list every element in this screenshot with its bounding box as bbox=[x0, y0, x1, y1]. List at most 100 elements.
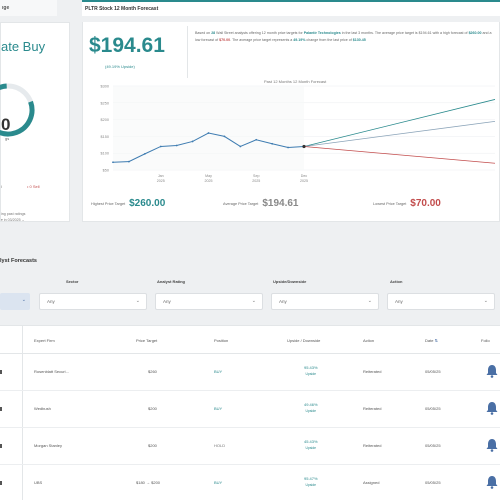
x-tick-label: Sep bbox=[253, 174, 259, 178]
history-point bbox=[255, 138, 258, 141]
cell-date: 05/05/25 bbox=[425, 406, 441, 411]
table-row[interactable]: Rosenblatt Securi... $260 BUY 95.43% Upsi… bbox=[0, 354, 500, 391]
upside-label: Upside bbox=[305, 409, 317, 413]
upside-select[interactable]: Any ⌄ bbox=[271, 293, 379, 310]
cell-upside: 95.43% Upside bbox=[304, 364, 318, 378]
price-upside: (49.19% Upside) bbox=[105, 64, 135, 69]
cell-firm[interactable]: Rosenblatt Securi... bbox=[34, 369, 69, 374]
table-row[interactable]: UBS $180 → $200 BUY 95.47% Upside Assigne… bbox=[0, 465, 500, 500]
bell-icon[interactable] bbox=[486, 438, 498, 452]
summary-text: Based on bbox=[195, 31, 212, 35]
x-tick-year: 2025 bbox=[205, 179, 213, 183]
cell-position: BUY bbox=[214, 480, 223, 485]
cell-target: $200 bbox=[148, 406, 157, 411]
consensus-gauge bbox=[0, 83, 35, 137]
history-point bbox=[191, 140, 194, 143]
y-tick-label: $100 bbox=[101, 152, 109, 156]
summary-count: 28 bbox=[211, 31, 216, 35]
sector-select-value: Any bbox=[47, 299, 55, 304]
cell-upside: 95.47% Upside bbox=[304, 475, 318, 489]
summary-company[interactable]: Palantir Technologies bbox=[303, 31, 341, 35]
cell-target: $260 bbox=[148, 369, 157, 374]
cell-firm[interactable]: UBS bbox=[34, 480, 43, 485]
bell-icon[interactable] bbox=[486, 401, 498, 415]
col-header-position[interactable]: Position bbox=[214, 338, 229, 343]
price-forecast-chart: $300$250$200$150$100$50 Jan2025May2025Se… bbox=[101, 79, 496, 183]
summary-text: and a low forecast of bbox=[195, 31, 492, 42]
history-point bbox=[223, 135, 226, 138]
chevron-down-icon: ⌄ bbox=[21, 297, 26, 303]
highest-price-target: Highest Price Target $260.00 bbox=[91, 192, 165, 216]
cell-target: $180 → $200 bbox=[136, 480, 161, 485]
column-divider bbox=[22, 326, 23, 500]
cell-firm[interactable]: Morgan Stanley bbox=[34, 443, 63, 448]
col-header-upside[interactable]: Upside / Downside bbox=[287, 338, 321, 343]
cell-action: Reiterated bbox=[363, 369, 382, 374]
history-point bbox=[239, 145, 242, 148]
history-point bbox=[159, 145, 162, 148]
table-row[interactable]: Morgan Stanley $200 HOLD 45.43% Upside Re… bbox=[0, 428, 500, 465]
rating-note-date: in 03/2025 bbox=[3, 218, 21, 222]
cell-date: 05/05/25 bbox=[425, 443, 441, 448]
history-point bbox=[175, 144, 178, 147]
history-point bbox=[271, 142, 274, 145]
bell-icon[interactable] bbox=[486, 475, 498, 489]
history-point bbox=[287, 146, 289, 149]
summary-text: change from the last price of bbox=[305, 38, 353, 42]
summary-text: Wall Street analysts offering 12 month p… bbox=[215, 31, 304, 35]
filter-label-upside: Upside/Downside bbox=[273, 279, 307, 284]
section-title: lyst Forecasts bbox=[0, 258, 37, 264]
tab-left[interactable]: ıge bbox=[0, 0, 57, 16]
upside-label: Upside bbox=[305, 483, 317, 487]
lowest-target-label: Lowest Price Target bbox=[373, 202, 407, 206]
action-select-value: Any bbox=[395, 299, 403, 304]
consensus-rating-title: ate Buy bbox=[1, 39, 46, 54]
col-header-action[interactable]: Action bbox=[363, 338, 375, 343]
cell-position: BUY bbox=[214, 369, 223, 374]
rating-note-line2: ▾ in 03/2025 ⌄ bbox=[1, 218, 25, 222]
col-header-date[interactable]: Date ⇅ bbox=[425, 338, 438, 343]
summary-low: $70.00 bbox=[219, 38, 231, 42]
hold-count: l bbox=[1, 184, 2, 189]
divider bbox=[187, 26, 188, 78]
upside-value: 95.47% bbox=[304, 476, 318, 481]
action-select[interactable]: Any ⌄ bbox=[387, 293, 495, 310]
y-tick-label: $200 bbox=[101, 118, 109, 122]
bell-icon[interactable] bbox=[486, 364, 498, 378]
table-row[interactable]: Wedbush $200 BUY 49.46% Upside Reiterated… bbox=[0, 391, 500, 428]
col-header-date-text: Date bbox=[425, 338, 434, 343]
forecast-summary: Based on 28 Wall Street analysts offerin… bbox=[195, 30, 495, 44]
summary-pct: 49.19% bbox=[293, 38, 306, 42]
highest-target-label: Highest Price Target bbox=[91, 202, 126, 206]
col-header-firm[interactable]: Expert Firm bbox=[34, 338, 55, 343]
sell-count-text: 0 Sell bbox=[29, 184, 40, 189]
cell-firm[interactable]: Wedbush bbox=[34, 406, 51, 411]
average-price-target: $194.61 bbox=[89, 34, 165, 57]
cell-upside: 45.43% Upside bbox=[304, 438, 318, 452]
col-header-target[interactable]: Price Target bbox=[136, 338, 158, 343]
chevron-down-icon: ⌄ bbox=[367, 298, 372, 304]
sort-arrow-icon[interactable]: ⇅ bbox=[434, 338, 438, 343]
cell-date: 05/05/25 bbox=[425, 480, 441, 485]
filter-label-action: Action bbox=[390, 279, 403, 284]
chevron-down-icon[interactable]: ⌄ bbox=[21, 218, 25, 222]
col-header-follow[interactable]: Follo bbox=[481, 338, 490, 343]
summary-text: . The average price target represents a bbox=[230, 38, 294, 42]
row-marker bbox=[0, 444, 2, 448]
tab-stock-forecast[interactable]: PLTR Stock 12 Month Forecast bbox=[82, 0, 500, 16]
row-marker bbox=[0, 481, 2, 485]
analyst-rating-select[interactable]: Any ⌄ bbox=[155, 293, 263, 310]
filter-toggle-button[interactable]: ⌄ bbox=[0, 293, 30, 310]
rating-note-line1: ing past ratings bbox=[1, 212, 26, 216]
cell-action: Assigned bbox=[363, 480, 380, 485]
header-divider bbox=[0, 353, 500, 354]
lowest-target-value: $70.00 bbox=[410, 198, 441, 209]
lowest-price-target: Lowest Price Target $70.00 bbox=[373, 192, 441, 216]
upside-value: 49.46% bbox=[304, 402, 318, 407]
average-price-target-box: Average Price Target $194.61 bbox=[223, 192, 298, 216]
summary-high: $260.00 bbox=[468, 31, 482, 35]
cell-position: HOLD bbox=[214, 443, 226, 448]
sector-select[interactable]: Any ⌄ bbox=[39, 293, 147, 310]
